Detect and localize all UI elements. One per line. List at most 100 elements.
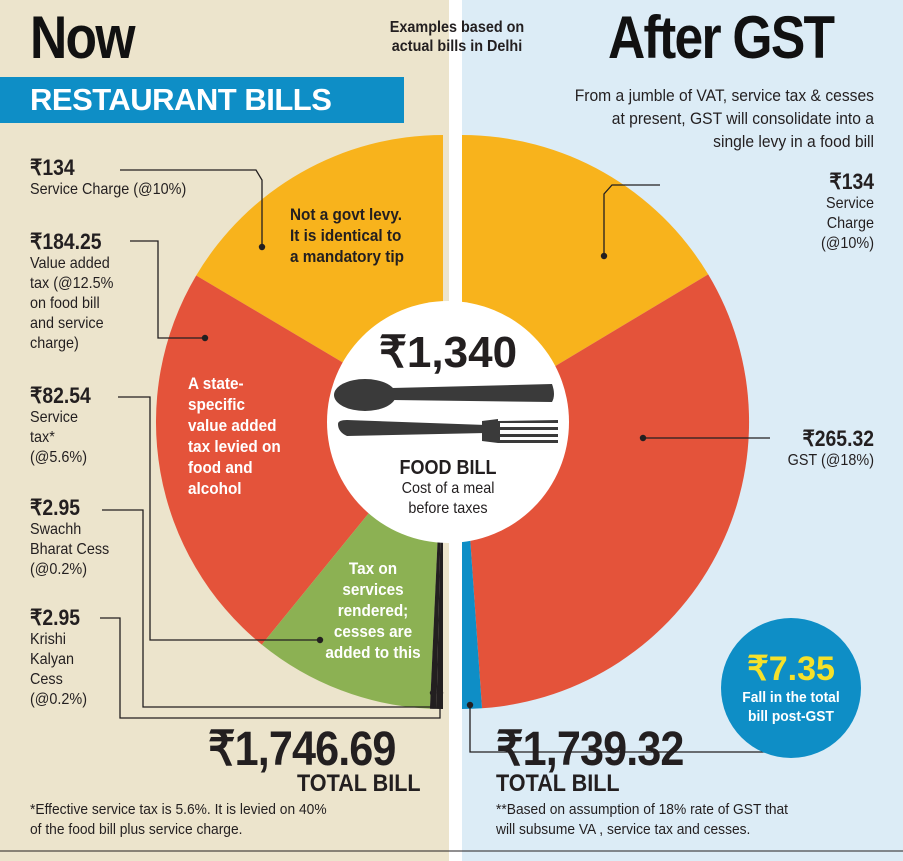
food-bill-sub: before taxes bbox=[408, 500, 488, 517]
item-label: Charge bbox=[826, 215, 874, 232]
wedge-note-line: rendered; bbox=[337, 601, 409, 620]
item-label: on food bill bbox=[30, 295, 100, 312]
right-footnote: **Based on assumption of 18% rate of GST… bbox=[496, 800, 813, 840]
item-label: Cess bbox=[30, 671, 63, 688]
leader-line bbox=[102, 509, 434, 708]
item-label: Krishi bbox=[30, 631, 67, 648]
wedge-note-line: alcohol bbox=[188, 479, 242, 498]
service-tax-note: Tax on services rendered; cesses are add… bbox=[318, 558, 428, 663]
item-label: (@10%) bbox=[820, 235, 874, 252]
vat-wedge bbox=[155, 275, 444, 645]
leader-dot bbox=[639, 434, 647, 442]
fall-badge-text: ₹7.35 Fall in the total bill post-GST bbox=[721, 650, 861, 726]
wedge-note-line: food and bbox=[188, 458, 253, 477]
gst-total-amount: ₹1,739.32 bbox=[496, 723, 684, 776]
wedge-note-line: specific bbox=[188, 395, 245, 414]
wedge-note-line: Not a govt levy. bbox=[290, 205, 402, 224]
leader-dot bbox=[316, 636, 324, 644]
fork-icon bbox=[338, 419, 558, 443]
now-title: Now bbox=[30, 4, 135, 71]
wedge-note-line: added to this bbox=[325, 643, 421, 662]
food-bill-value: ₹1,340 bbox=[378, 328, 518, 377]
footnote-line: will subsume VA , service tax and cesses… bbox=[496, 821, 751, 838]
leader-dot bbox=[201, 334, 209, 342]
left-footnote: *Effective service tax is 5.6%. It is le… bbox=[30, 800, 352, 840]
leader-line bbox=[130, 240, 205, 339]
wedge-note-line: Tax on bbox=[348, 559, 398, 578]
now-total-label: TOTAL BILL bbox=[297, 770, 421, 797]
leader-dot bbox=[429, 689, 437, 697]
now-total-amount: ₹1,746.69 bbox=[208, 723, 396, 776]
gst-intro-line: single levy in a food bill bbox=[713, 132, 874, 151]
center-disc bbox=[327, 301, 569, 543]
footnote-line: of the food bill plus service charge. bbox=[30, 821, 243, 838]
food-bill-amount: ₹1,340 bbox=[348, 330, 548, 376]
item-label: (@0.2%) bbox=[30, 561, 88, 578]
item-label: charge) bbox=[30, 335, 79, 352]
leader-line bbox=[469, 705, 792, 753]
wedge-note-line: cesses are bbox=[333, 622, 413, 641]
item-label: Service Charge (@10%) bbox=[30, 181, 187, 198]
now-item-service-tax: ₹82.54 Service tax* (@5.6%) bbox=[30, 384, 99, 468]
spoon-icon bbox=[334, 379, 554, 411]
leader-dot bbox=[436, 689, 444, 697]
gst-intro: From a jumble of VAT, service tax & cess… bbox=[462, 84, 874, 153]
item-label: tax* bbox=[30, 429, 55, 446]
gst-total-label: TOTAL BILL bbox=[496, 770, 620, 797]
leader-line bbox=[603, 184, 660, 256]
now-item-swachh-cess: ₹2.95 Swachh Bharat Cess (@0.2%) bbox=[30, 496, 118, 580]
footnote-line: **Based on assumption of 18% rate of GST… bbox=[496, 801, 789, 818]
food-bill-label: FOOD BILL bbox=[399, 457, 497, 479]
service-charge-note: Not a govt levy. It is identical to a ma… bbox=[290, 204, 417, 267]
item-label: Value added bbox=[30, 255, 110, 272]
restaurant-bills-band: RESTAURANT BILLS bbox=[0, 77, 404, 123]
item-label: Swachh bbox=[30, 521, 82, 538]
item-label: and service bbox=[30, 315, 104, 332]
leader-lines bbox=[100, 169, 792, 753]
vat-note: A state- specific value added tax levied… bbox=[188, 373, 291, 499]
leader-line bbox=[100, 617, 441, 719]
gst-item-gst: ₹265.32 GST (@18%) bbox=[724, 427, 874, 471]
gst-intro-line: From a jumble of VAT, service tax & cess… bbox=[574, 86, 874, 105]
item-label: (@0.2%) bbox=[30, 691, 88, 708]
wedge-note-line: A state- bbox=[188, 374, 244, 393]
after-gst-title: After GST bbox=[608, 4, 835, 71]
fall-line: bill post-GST bbox=[748, 708, 834, 725]
wedge-note-line: tax levied on bbox=[188, 437, 281, 456]
leader-dot bbox=[258, 243, 266, 251]
now-item-vat: ₹184.25 Value added tax (@12.5% on food … bbox=[30, 230, 123, 354]
leader-line bbox=[120, 169, 263, 247]
wedge-note-line: value added bbox=[188, 416, 277, 435]
food-bill-caption: FOOD BILL Cost of a meal before taxes bbox=[348, 457, 548, 519]
item-amount: ₹184.25 bbox=[30, 229, 102, 254]
gst-intro-line: at present, GST will consolidate into a bbox=[611, 109, 874, 128]
food-bill-sub: Cost of a meal bbox=[401, 480, 495, 497]
wedge-note-line: a mandatory tip bbox=[290, 247, 404, 266]
item-amount: ₹265.32 bbox=[802, 426, 874, 451]
item-label: Service bbox=[30, 409, 79, 426]
item-label: tax (@12.5% bbox=[30, 275, 114, 292]
item-amount: ₹82.54 bbox=[30, 383, 91, 408]
item-amount: ₹2.95 bbox=[30, 495, 81, 520]
item-label: (@5.6%) bbox=[30, 449, 88, 466]
now-item-service-charge: ₹134 Service Charge (@10%) bbox=[30, 156, 204, 200]
item-amount: ₹134 bbox=[829, 169, 874, 194]
fall-amount: ₹7.35 bbox=[747, 650, 835, 688]
item-label: GST (@18%) bbox=[787, 452, 874, 469]
item-label: Bharat Cess bbox=[30, 541, 110, 558]
examples-note-line: Examples based on bbox=[389, 19, 525, 36]
leader-dot bbox=[466, 701, 474, 709]
item-amount: ₹134 bbox=[30, 155, 75, 180]
now-item-krishi-cess: ₹2.95 Krishi Kalyan Cess (@0.2%) bbox=[30, 606, 93, 710]
wedge-note-line: services bbox=[342, 580, 404, 599]
leader-dot bbox=[600, 252, 608, 260]
examples-note-line: actual bills in Delhi bbox=[391, 38, 523, 55]
examples-note: Examples based on actual bills in Delhi bbox=[357, 18, 557, 56]
item-label: Kalyan bbox=[30, 651, 75, 668]
wedge-note-line: It is identical to bbox=[290, 226, 402, 245]
leader-line bbox=[118, 396, 320, 641]
fall-badge bbox=[721, 618, 861, 758]
fall-line: Fall in the total bbox=[742, 689, 840, 706]
